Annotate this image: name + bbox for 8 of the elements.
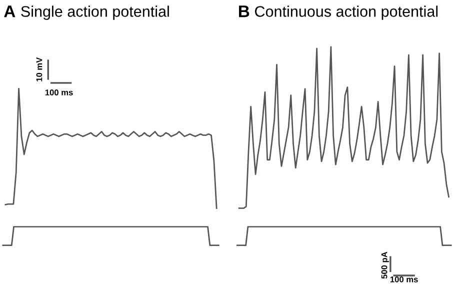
text: 10 mV [36, 57, 42, 82]
text: A [4, 6, 16, 18]
text: B [239, 6, 250, 18]
text: 100 ms [390, 276, 418, 282]
text: 500 pA [381, 252, 389, 279]
annotation: 100 ms [45, 89, 73, 96]
chart-title: Single action potential [21, 6, 169, 20]
chart-title: Continuous action potential [255, 6, 438, 20]
